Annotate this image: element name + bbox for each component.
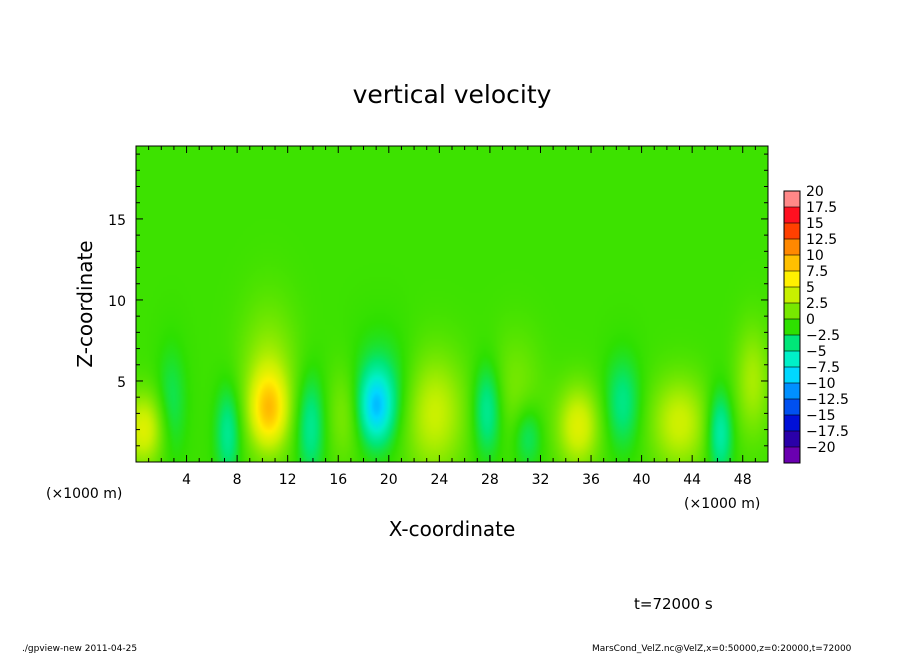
y-tick-label: 15 xyxy=(108,213,126,229)
colorbar-swatch xyxy=(784,287,800,303)
colorbar-label: 17.5 xyxy=(806,200,837,216)
x-unit-right: (×1000 m) xyxy=(684,496,760,512)
x-axis-label: X-coordinate xyxy=(389,517,516,541)
colorbar-label: 15 xyxy=(806,216,824,232)
colorbar-label: −17.5 xyxy=(806,424,849,440)
colorbar-swatch xyxy=(784,383,800,399)
x-tick-label: 44 xyxy=(683,472,701,488)
colorbar-label: 2.5 xyxy=(806,296,828,312)
x-tick-label: 16 xyxy=(329,472,347,488)
colorbar-label: 20 xyxy=(806,184,824,200)
colorbar-label: −5 xyxy=(806,344,827,360)
colorbar-label: 5 xyxy=(806,280,815,296)
x-tick-label: 20 xyxy=(380,472,398,488)
colorbar-label: 7.5 xyxy=(806,264,828,280)
x-unit-left: (×1000 m) xyxy=(46,486,122,502)
colorbar-swatch xyxy=(784,255,800,271)
colorbar-label: −20 xyxy=(806,440,836,456)
colorbar-swatch xyxy=(784,271,800,287)
colorbar-swatch xyxy=(784,399,800,415)
x-tick-label: 4 xyxy=(182,472,191,488)
x-tick-label: 40 xyxy=(633,472,651,488)
x-axis: 4 8 12 16 20 24 28 32 36 40 44 48 xyxy=(148,146,756,488)
colorbar-label: 0 xyxy=(806,312,815,328)
footer-right: MarsCond_VelZ.nc@VelZ,x=0:50000,z=0:2000… xyxy=(592,644,852,654)
colorbar-swatch xyxy=(784,367,800,383)
time-stamp: t=72000 s xyxy=(634,595,713,613)
colorbar-label: 10 xyxy=(806,248,824,264)
colorbar-swatch xyxy=(784,431,800,447)
colorbar-label: −2.5 xyxy=(806,328,840,344)
colorbar-swatch xyxy=(784,239,800,255)
colorbar-swatch xyxy=(784,303,800,319)
colorbar-swatch xyxy=(784,223,800,239)
colorbar-swatch xyxy=(784,415,800,431)
colorbar-label: −7.5 xyxy=(806,360,840,376)
colorbar-swatch xyxy=(784,207,800,223)
colorbar: 2017.51512.5107.552.50−2.5−5−7.5−10−12.5… xyxy=(783,184,849,464)
colorbar-label: −12.5 xyxy=(806,392,849,408)
colorbar-label: −15 xyxy=(806,408,836,424)
y-axis-label: Z-coordinate xyxy=(73,240,97,367)
colorbar-swatch xyxy=(784,335,800,351)
x-tick-label: 36 xyxy=(582,472,600,488)
x-tick-label: 32 xyxy=(532,472,550,488)
colorbar-swatch xyxy=(784,447,800,463)
y-axis: 5 10 15 xyxy=(108,153,768,447)
colorbar-swatch xyxy=(784,191,800,207)
x-tick-label: 12 xyxy=(279,472,297,488)
x-tick-label: 24 xyxy=(430,472,448,488)
heatmap-field xyxy=(136,146,768,462)
footer-left: ./gpview-new 2011-04-25 xyxy=(22,644,137,654)
y-tick-label: 5 xyxy=(117,375,126,391)
colorbar-label: 12.5 xyxy=(806,232,837,248)
x-tick-label: 8 xyxy=(233,472,242,488)
x-tick-label: 48 xyxy=(734,472,752,488)
y-tick-label: 10 xyxy=(108,294,126,310)
x-tick-label: 28 xyxy=(481,472,499,488)
colorbar-swatch xyxy=(784,351,800,367)
colorbar-label: −10 xyxy=(806,376,836,392)
colorbar-swatch xyxy=(784,319,800,335)
chart-title: vertical velocity xyxy=(353,80,552,109)
